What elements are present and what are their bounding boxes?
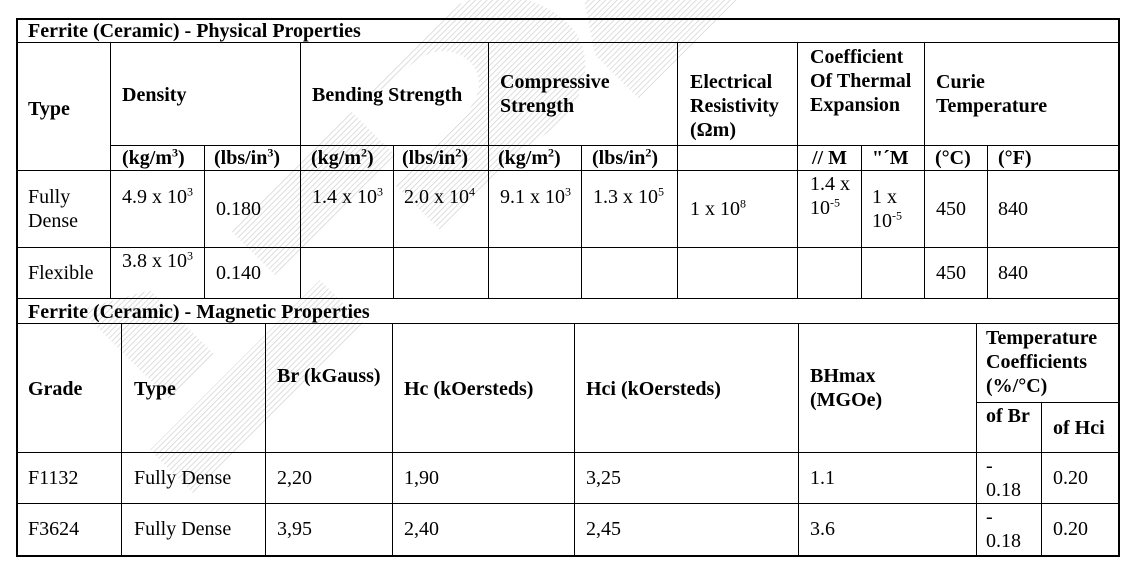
flexible-curie-c: 450: [936, 262, 966, 284]
unit-density-kg: (kg/m3): [122, 145, 185, 169]
mag-row-2-hc: 2,40: [404, 518, 439, 540]
grid-line: [798, 323, 799, 557]
grid-line: [16, 298, 1120, 299]
grid-line: [581, 145, 582, 298]
header-of-br: of Br: [986, 405, 1030, 427]
unit-thermal-perpendicular: "´M: [872, 147, 909, 169]
grid-line: [16, 452, 1120, 453]
unit-density-lbs: (lbs/in3): [214, 145, 281, 169]
mag-row-2-bhmax: 3.6: [810, 518, 835, 540]
header-hci: Hci (kOersteds): [586, 378, 721, 400]
mag-row-1-br: 2,20: [277, 467, 312, 489]
flexible-density-lbs: 0.140: [216, 262, 261, 284]
grid-line: [574, 323, 575, 557]
magnetic-title: Ferrite (Ceramic) - Magnetic Properties: [28, 301, 370, 323]
grid-line: [204, 145, 205, 298]
mag-row-1-hci: 3,25: [586, 467, 621, 489]
fully-dense-thermal-parallel: 1.4 x 10-5: [810, 173, 850, 219]
fully-dense-compressive-lbs: 1.3 x 105: [593, 184, 664, 208]
mag-row-2-coef-br: - 0.18: [986, 506, 1021, 552]
mag-row-1-hc: 1,90: [404, 467, 439, 489]
grid-line: [797, 42, 798, 298]
mag-row-1-coef-hci: 0.20: [1053, 467, 1088, 489]
grid-line: [16, 170, 1120, 171]
header-type: Type: [28, 98, 70, 120]
unit-bending-kg: (kg/m2): [311, 145, 374, 169]
header-thermal-expansion: Coefficient Of Thermal Expansion: [810, 46, 912, 116]
mag-row-1-coef-br: - 0.18: [986, 455, 1021, 501]
header-mag-type: Type: [134, 378, 176, 400]
mag-row-1-grade: F1132: [28, 467, 79, 489]
grid-line: [16, 42, 1120, 43]
table-border: [16, 18, 1120, 20]
mag-row-2-coef-hci: 0.20: [1053, 518, 1088, 540]
physical-title: Ferrite (Ceramic) - Physical Properties: [28, 20, 361, 42]
header-density: Density: [122, 84, 187, 106]
header-bhmax: BHmax (MGOe): [810, 365, 883, 411]
mag-row-2-hci: 2,45: [586, 518, 621, 540]
grid-line: [924, 42, 925, 298]
header-br: Br (kGauss): [277, 365, 381, 387]
fully-dense-thermal-perpendicular: 1 x 10-5: [872, 186, 902, 232]
header-bending-strength: Bending Strength: [312, 84, 463, 106]
grid-line: [16, 323, 1120, 324]
grid-line: [861, 145, 862, 298]
fully-dense-curie-c: 450: [936, 198, 966, 220]
grid-line: [16, 247, 1120, 248]
grid-line: [392, 323, 393, 557]
flexible-curie-f: 840: [998, 262, 1028, 284]
grid-line: [488, 42, 489, 298]
fully-dense-bending-kg: 1.4 x 103: [312, 184, 383, 208]
header-of-hci: of Hci: [1053, 417, 1105, 439]
row-flexible-type: Flexible: [28, 262, 94, 284]
grid-line: [16, 503, 1120, 504]
table-border: [16, 18, 18, 557]
mag-row-2-type: Fully Dense: [134, 518, 232, 540]
unit-thermal-parallel: // M: [812, 147, 847, 169]
grid-line: [1041, 402, 1042, 557]
fully-dense-resistivity: 1 x 108: [690, 196, 746, 220]
unit-compressive-lbs: (lbs/in2): [592, 145, 659, 169]
unit-fahrenheit: (°F): [998, 147, 1032, 169]
header-grade: Grade: [28, 378, 83, 400]
grid-line: [265, 323, 266, 557]
fully-dense-bending-lbs: 2.0 x 104: [404, 184, 475, 208]
fully-dense-density-kg: 4.9 x 103: [122, 184, 193, 208]
grid-line: [976, 402, 1120, 403]
mag-row-1-bhmax: 1.1: [810, 467, 835, 489]
fully-dense-curie-f: 840: [998, 198, 1028, 220]
header-curie-temperature: Curie Temperature: [936, 71, 1048, 117]
unit-compressive-kg: (kg/m2): [498, 145, 561, 169]
header-compressive-strength: Compressive Strength: [500, 71, 610, 117]
row-fully-dense-type: Fully Dense: [28, 186, 78, 232]
fully-dense-density-lbs: 0.180: [216, 198, 261, 220]
grid-line: [300, 42, 301, 298]
table-border: [1118, 18, 1120, 557]
unit-celsius: (°C): [935, 147, 971, 169]
grid-line: [110, 42, 111, 298]
grid-line: [110, 145, 1120, 146]
grid-line: [976, 323, 977, 557]
mag-row-2-grade: F3624: [28, 518, 80, 540]
mag-row-2-br: 3,95: [277, 518, 312, 540]
mag-row-1-type: Fully Dense: [134, 467, 232, 489]
flexible-density-kg: 3.8 x 103: [122, 248, 193, 272]
grid-line: [677, 42, 678, 298]
table-border: [16, 555, 1120, 557]
grid-line: [121, 323, 122, 557]
header-temperature-coefficients: Temperature Coefficients (%/°C): [986, 327, 1098, 397]
header-electrical-resistivity: Electrical Resistivity (Ωm): [690, 71, 779, 141]
grid-line: [987, 145, 988, 298]
grid-line: [393, 145, 394, 298]
unit-bending-lbs: (lbs/in2): [402, 145, 469, 169]
header-hc: Hc (kOersteds): [404, 378, 534, 400]
fully-dense-compressive-kg: 9.1 x 103: [500, 184, 571, 208]
